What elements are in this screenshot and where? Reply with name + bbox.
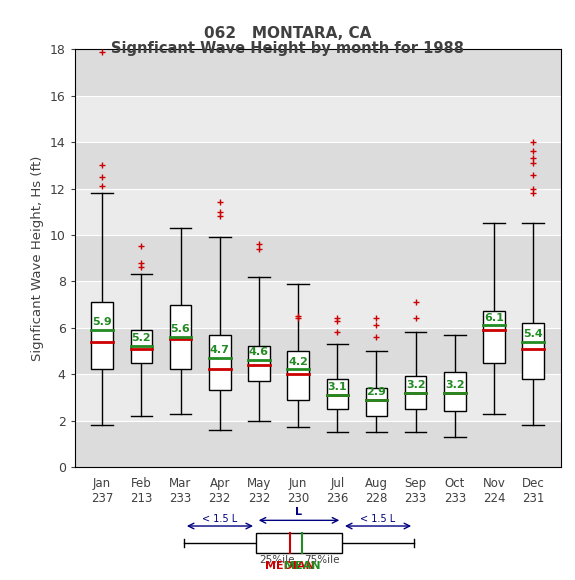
Y-axis label: Signficant Wave Height, Hs (ft): Signficant Wave Height, Hs (ft) [31,155,44,361]
Bar [483,311,505,362]
Text: 2.9: 2.9 [366,387,386,397]
Text: 062   MONTARA, CA: 062 MONTARA, CA [204,26,371,41]
Bar [327,379,348,409]
Bar [248,346,270,381]
Bar [405,376,427,409]
Bar [75,328,561,374]
Text: < 1.5 L: < 1.5 L [361,514,396,524]
Text: 5.9: 5.9 [93,317,112,327]
Bar [91,302,113,369]
Bar [75,96,561,142]
Bar [75,49,561,96]
Bar [209,335,231,390]
Text: 3.1: 3.1 [328,382,347,392]
Text: 5.6: 5.6 [171,324,190,334]
Bar [523,323,544,379]
Text: 4.7: 4.7 [210,345,229,355]
Text: MEDIAN: MEDIAN [266,561,315,571]
Bar [75,420,561,467]
Text: 3.2: 3.2 [406,380,426,390]
Bar [75,374,561,420]
Bar [288,351,309,400]
Bar [131,330,152,362]
Text: 3.2: 3.2 [445,380,465,390]
Text: 6.1: 6.1 [484,313,504,322]
Bar [444,372,466,411]
Text: 25%ile: 25%ile [259,555,294,565]
Text: 75%ile: 75%ile [304,555,339,565]
Bar [75,188,561,235]
Bar [366,388,387,416]
Text: 4.6: 4.6 [249,347,269,357]
Bar [170,304,191,369]
Bar [75,281,561,328]
Text: Signficant Wave Height by month for 1988: Signficant Wave Height by month for 1988 [111,41,464,56]
Bar [75,235,561,281]
Bar [256,533,342,553]
Text: MEAN: MEAN [283,561,320,571]
Text: 4.2: 4.2 [288,357,308,367]
Text: 5.2: 5.2 [132,334,151,343]
Text: L: L [296,508,302,517]
Text: 5.4: 5.4 [523,329,543,339]
Text: < 1.5 L: < 1.5 L [202,514,237,524]
Bar [75,142,561,188]
